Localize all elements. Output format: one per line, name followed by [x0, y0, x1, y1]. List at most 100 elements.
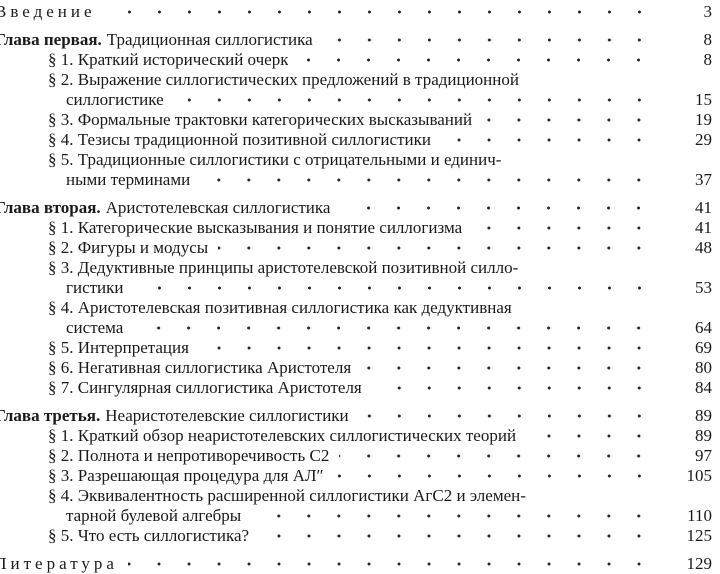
dot-leader: [133, 325, 654, 331]
page-number: 8: [703, 30, 713, 49]
section-text: § 3. Дедуктивные принципы аристотелевско…: [48, 258, 519, 277]
section-text: § 4. Эквивалентность расширенной силлоги…: [48, 486, 526, 505]
toc-row: § 5. Традиционные силлогистики с отрицат…: [0, 150, 720, 170]
page-number: 48: [695, 238, 712, 257]
toc-row: § 1. Краткий исторический очерк 8: [0, 50, 720, 70]
section-text: § 1. Краткий обзор неаристотелевских сил…: [48, 426, 517, 445]
section-text: § 4. Аристотелевская позитивная силлогис…: [48, 298, 512, 317]
page-number: 69: [695, 338, 712, 357]
section-text: тарной булевой алгебры: [66, 506, 242, 525]
page-number: 97: [695, 446, 712, 465]
page-number: 84: [695, 378, 712, 397]
section-text: § 2. Фигуры и модусы: [48, 238, 209, 257]
section-text: силлогистике: [66, 90, 164, 109]
page-number: 41: [695, 198, 712, 217]
dot-leader: [526, 433, 654, 439]
section-text: § 3. Формальные трактовки категорических…: [48, 110, 473, 129]
entry-title: Литература: [0, 554, 118, 573]
toc-row: Глава вторая. Аристотелевская силлогистик…: [0, 198, 720, 218]
dot-leader: [340, 205, 654, 211]
toc-row: § 1. Категорические высказывания и понят…: [0, 218, 720, 238]
toc-row: гистики 53: [0, 278, 720, 298]
section-text: § 6. Негативная силлогистика Аристотеля: [48, 358, 352, 377]
section-text: § 5. Традиционные силлогистики с отрицат…: [48, 150, 502, 169]
section-text: § 2. Полнота и непротиворечивость С2: [48, 446, 330, 465]
dot-leader: [482, 117, 654, 123]
toc-row: Введение 3: [0, 2, 720, 22]
toc-row: § 3. Дедуктивные принципы аристотелевско…: [0, 258, 720, 278]
section-text: § 7. Сингулярная силлогистика Аристотеля: [48, 378, 362, 397]
dot-leader: [105, 9, 654, 15]
toc-row: § 4. Эквивалентность расширенной силлоги…: [0, 486, 720, 506]
toc-row: Глава первая. Традиционная силлогистика 8: [0, 30, 720, 50]
toc-row: Глава третья. Неаристотелевские силлогист…: [0, 406, 720, 426]
toc-row: § 2. Фигуры и модусы 48: [0, 238, 720, 258]
dot-leader: [361, 365, 654, 371]
dot-leader: [371, 385, 654, 391]
chapter-label: Глава вторая.: [0, 198, 101, 217]
chapter-title: Аристотелевская силлогистика: [105, 198, 331, 217]
page-number: 89: [695, 406, 712, 425]
section-text: § 3. Разрешающая процедура для АЛ″: [48, 466, 324, 485]
dot-leader: [127, 561, 654, 567]
dot-leader: [259, 533, 654, 539]
toc-row: § 2. Выражение силлогистических предложе…: [0, 70, 720, 90]
page-number: 3: [703, 2, 713, 21]
section-text: § 5. Интерпретация: [48, 338, 189, 357]
dot-leader: [322, 37, 654, 43]
page-number: 110: [687, 506, 712, 525]
section-text: § 1. Категорические высказывания и понят…: [48, 218, 463, 237]
toc-row: силлогистике 15: [0, 90, 720, 110]
page-number: 89: [695, 426, 712, 445]
page-number: 105: [686, 466, 713, 485]
page-number: 53: [695, 278, 712, 297]
toc-row: § 4. Аристотелевская позитивная силлогис…: [0, 298, 720, 318]
dot-leader: [173, 97, 654, 103]
dot-leader: [200, 177, 654, 183]
page-number: 80: [695, 358, 712, 377]
section-text: система: [66, 318, 124, 337]
section-text: ными терминами: [66, 170, 191, 189]
toc-row: § 5. Что есть силлогистика? 125: [0, 526, 720, 546]
toc-row: § 5. Интерпретация 69: [0, 338, 720, 358]
toc-row: ными терминами 37: [0, 170, 720, 190]
dot-leader: [333, 473, 654, 479]
dot-leader: [218, 245, 654, 251]
toc-row: § 3. Разрешающая процедура для АЛ″ 105: [0, 466, 720, 486]
toc-row: Литература 129: [0, 554, 720, 574]
section-text: гистики: [66, 278, 124, 297]
dot-leader: [440, 137, 654, 143]
section-text: § 2. Выражение силлогистических предложе…: [48, 70, 519, 89]
page-number: 37: [695, 170, 712, 189]
dot-leader: [298, 57, 654, 63]
toc-row: § 1. Краткий обзор неаристотелевских сил…: [0, 426, 720, 446]
toc-row: § 6. Негативная силлогистика Аристотеля 8…: [0, 358, 720, 378]
page-number: 41: [695, 218, 712, 237]
page-number: 29: [695, 130, 712, 149]
dot-leader: [133, 285, 654, 291]
dot-leader: [472, 225, 654, 231]
toc-row: § 3. Формальные трактовки категорических…: [0, 110, 720, 130]
dot-leader: [251, 513, 654, 519]
page-number: 129: [686, 554, 713, 573]
toc-row: § 2. Полнота и непротиворечивость С2 97: [0, 446, 720, 466]
section-text: § 4. Тезисы традиционной позитивной силл…: [48, 130, 431, 149]
chapter-label: Глава третья.: [0, 406, 101, 425]
dot-leader: [198, 345, 654, 351]
toc-row: § 4. Тезисы традиционной позитивной силл…: [0, 130, 720, 150]
section-text: § 1. Краткий исторический очерк: [48, 50, 289, 69]
chapter-title: Неаристотелевские силлогистики: [105, 406, 349, 425]
page-number: 125: [686, 526, 713, 545]
page-number: 64: [695, 318, 712, 337]
page-number: 8: [703, 50, 713, 69]
toc-row: тарной булевой алгебры 110: [0, 506, 720, 526]
section-text: § 5. Что есть силлогистика?: [48, 526, 250, 545]
page-number: 15: [695, 90, 712, 109]
page-number: 19: [695, 110, 712, 129]
toc-row: система 64: [0, 318, 720, 338]
dot-leader: [358, 413, 654, 419]
chapter-title: Традиционная силлогистика: [106, 30, 313, 49]
toc-row: § 7. Сингулярная силлогистика Аристотеля…: [0, 378, 720, 398]
entry-title: Введение: [0, 2, 96, 21]
